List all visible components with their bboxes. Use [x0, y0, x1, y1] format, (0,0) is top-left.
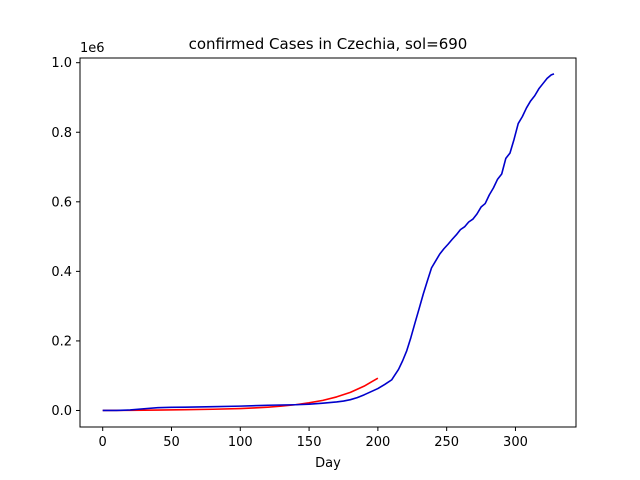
x-tick-label: 300 [503, 435, 528, 450]
x-tick-label: 50 [163, 435, 180, 450]
chart-title: confirmed Cases in Czechia, sol=690 [189, 35, 468, 53]
x-axis: 0 50 100 150 200 250 300 [99, 427, 528, 450]
x-tick-label: 100 [228, 435, 253, 450]
y-tick-label: 0.4 [51, 265, 72, 280]
plot-area-frame [79, 57, 577, 428]
x-tick-label: 0 [99, 435, 107, 450]
x-tick-label: 200 [365, 435, 390, 450]
y-tick-label: 0.8 [51, 126, 72, 141]
x-tick-label: 250 [434, 435, 459, 450]
y-tick-label: 0.2 [51, 334, 72, 349]
series-line-2 [102, 73, 555, 412]
y-axis: 0.0 0.2 0.4 0.6 0.8 1.0 [51, 56, 80, 419]
y-tick-label: 0.0 [51, 404, 72, 419]
y-tick-label: 0.6 [51, 195, 72, 210]
series-layer [102, 73, 555, 412]
x-axis-title: Day [315, 456, 341, 471]
x-tick-label: 150 [297, 435, 322, 450]
y-tick-label: 1.0 [51, 56, 72, 71]
y-offset-label: 1e6 [80, 41, 105, 56]
series-line-1 [102, 377, 379, 412]
